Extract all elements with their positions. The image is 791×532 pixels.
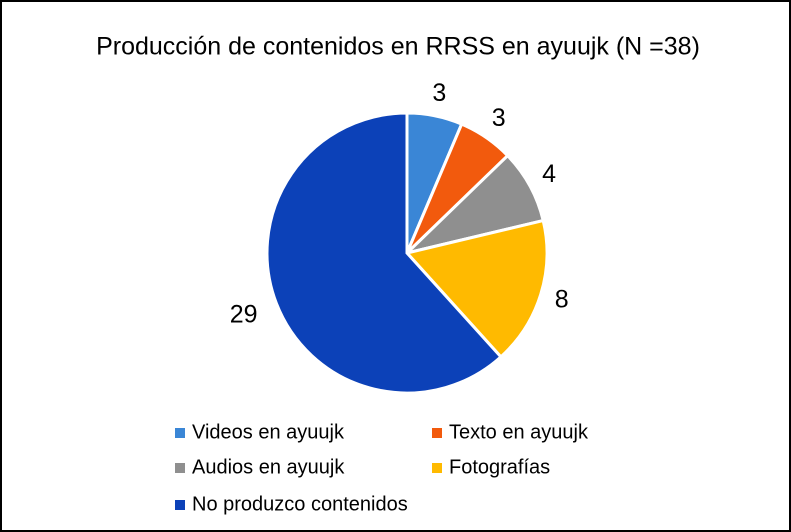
chart-title: Producción de contenidos en RRSS en ayuu…: [96, 33, 700, 61]
data-label: 4: [542, 160, 556, 188]
legend-swatch: [432, 463, 442, 473]
legend-swatch: [175, 500, 185, 510]
legend-label: No produzco contenidos: [192, 493, 408, 515]
legend-label: Texto en ayuujk: [449, 421, 589, 443]
data-label: 3: [492, 104, 506, 132]
pie-slice: [265, 111, 504, 395]
legend-swatch: [432, 428, 442, 438]
legend-swatch: [175, 428, 185, 438]
data-label: 29: [230, 301, 258, 329]
legend-swatch: [175, 463, 185, 473]
pie-slice: [404, 218, 549, 359]
data-label: 8: [555, 286, 569, 314]
legend-label: Fotografías: [449, 456, 550, 478]
legend-label: Audios en ayuujk: [192, 456, 345, 478]
legend-label: Videos en ayuujk: [192, 421, 345, 443]
data-label: 3: [432, 79, 446, 107]
